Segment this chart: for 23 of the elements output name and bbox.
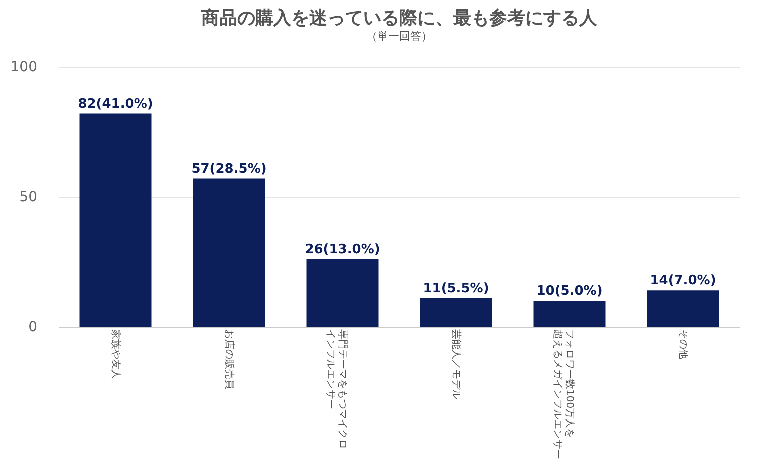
data-label: 14(7.0%) (650, 274, 716, 289)
bar (80, 114, 152, 327)
x-tick-label: お店の販売員 (223, 330, 236, 390)
bar (420, 298, 492, 327)
data-label: 10(5.0%) (536, 284, 603, 299)
data-label: 82(41.0%) (78, 96, 154, 112)
y-tick-label: 100 (10, 60, 38, 76)
x-tick-label: フォロワー数100万人を超えるメガインフルエンサー (552, 330, 575, 460)
bar (306, 259, 379, 327)
x-tick-label: 芸能人／モデル (450, 330, 462, 400)
y-tick-label: 0 (28, 320, 38, 336)
x-tick-label: 家族や友人 (110, 330, 122, 380)
bar (534, 301, 606, 327)
data-label: 11(5.5%) (423, 281, 490, 296)
chart-title: 商品の購入を迷っている際に、最も参考にする人 (200, 8, 598, 29)
bar (193, 178, 266, 327)
data-label: 26(13.0%) (305, 242, 380, 258)
chart-subtitle: （単一回答） (366, 30, 432, 43)
x-tick-label: その他 (677, 330, 690, 360)
y-tick-label: 50 (20, 190, 38, 206)
bar (647, 290, 720, 327)
data-label: 57(28.5%) (192, 162, 267, 177)
x-tick-label: 専門テーマをもつマイクロインフルエンサー (324, 330, 349, 450)
